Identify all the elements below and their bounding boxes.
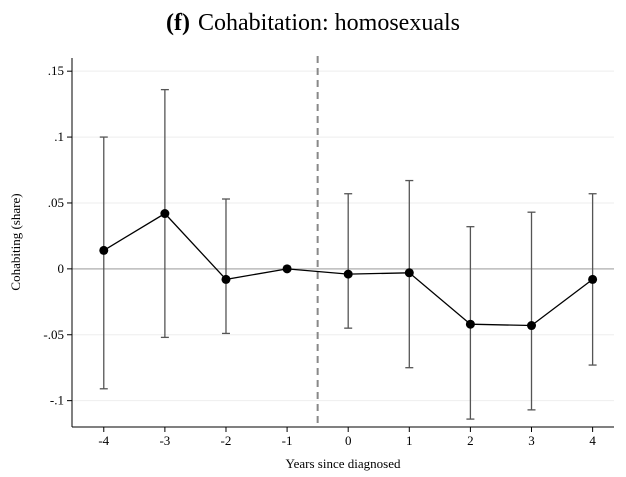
y-tick-label: -.1: [50, 393, 64, 408]
data-point: [282, 264, 292, 274]
data-point: [527, 321, 537, 331]
data-point: [221, 274, 231, 284]
y-tick-label: 0: [58, 261, 65, 276]
x-tick-label: -4: [98, 433, 109, 448]
x-tick-label: 1: [406, 433, 413, 448]
data-point: [343, 269, 353, 279]
chart-title: (f) Cohabitation: homosexuals: [166, 10, 460, 36]
x-tick-label: -1: [282, 433, 293, 448]
x-axis-label: Years since diagnosed: [286, 456, 401, 471]
panel-label: (f): [166, 10, 190, 36]
y-tick-label: .15: [48, 63, 64, 78]
x-tick-label: 3: [528, 433, 535, 448]
data-point: [160, 209, 170, 219]
title-text: Cohabitation: homosexuals: [198, 10, 460, 36]
y-axis-label: Cohabiting (share): [8, 193, 23, 290]
data-point: [404, 268, 414, 278]
data-point: [588, 274, 598, 284]
x-tick-label: -3: [159, 433, 170, 448]
x-tick-label: 4: [589, 433, 596, 448]
y-tick-label: .1: [54, 129, 64, 144]
x-tick-label: -2: [221, 433, 232, 448]
data-point: [465, 319, 475, 329]
data-point: [99, 245, 109, 255]
y-tick-label: -.05: [43, 327, 64, 342]
x-tick-label: 0: [345, 433, 352, 448]
y-tick-label: .05: [48, 195, 64, 210]
x-tick-label: 2: [467, 433, 474, 448]
